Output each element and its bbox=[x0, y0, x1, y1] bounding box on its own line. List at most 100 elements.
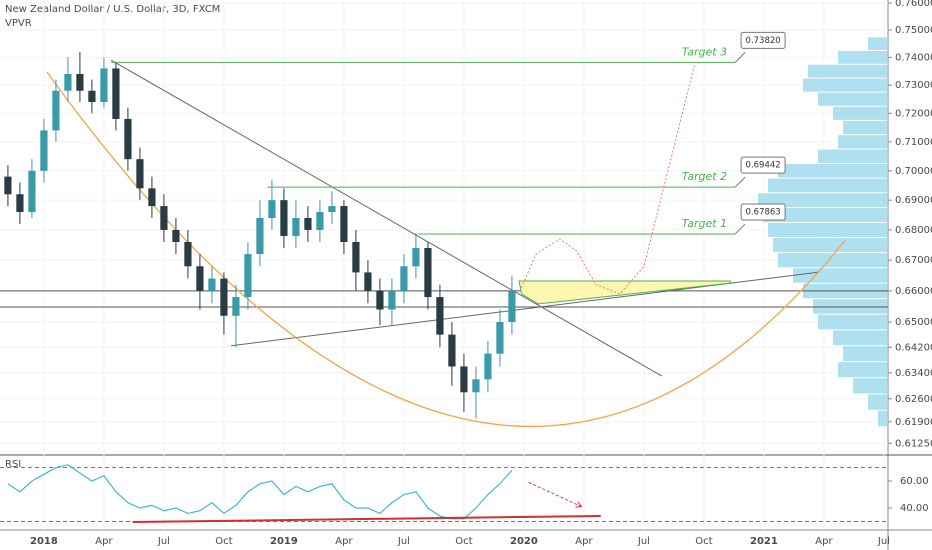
candle-body bbox=[136, 159, 144, 189]
target-label: Target 3 bbox=[682, 45, 727, 58]
candle-body bbox=[508, 290, 516, 323]
volume-profile-bar bbox=[818, 314, 888, 330]
volume-profile-bar bbox=[868, 394, 888, 410]
target-value-box bbox=[740, 203, 786, 221]
candle-body bbox=[448, 334, 456, 367]
candle-body bbox=[316, 212, 324, 230]
candle-body bbox=[436, 297, 444, 335]
target-pointer bbox=[734, 176, 746, 188]
volume-profile-bar bbox=[763, 208, 888, 222]
candle-body bbox=[424, 248, 432, 298]
candle-body bbox=[148, 188, 156, 207]
candle-body bbox=[220, 278, 228, 316]
candle-body bbox=[292, 217, 300, 236]
candle-body bbox=[388, 290, 396, 310]
rsi-y-tick-label: 60.00 bbox=[900, 476, 929, 487]
volume-profile-bar bbox=[818, 92, 888, 106]
volume-profile-bar bbox=[758, 193, 888, 208]
volume-profile-bar bbox=[803, 78, 888, 92]
candle-body bbox=[52, 90, 60, 131]
x-tick-label: 2018 bbox=[30, 536, 58, 547]
x-tick-label: 2020 bbox=[510, 536, 538, 547]
candle-body bbox=[232, 297, 240, 316]
volume-profile-bar bbox=[838, 362, 888, 378]
volume-profile-bar bbox=[833, 330, 888, 346]
rsi-trendline bbox=[132, 514, 601, 524]
volume-profile-bar bbox=[773, 237, 888, 253]
x-tick-label: Apr bbox=[335, 536, 353, 547]
candle-body bbox=[244, 254, 252, 298]
x-tick-label: Jul bbox=[397, 536, 410, 547]
x-tick-label: 2019 bbox=[270, 536, 298, 547]
x-tick-label: Jul bbox=[157, 536, 170, 547]
candle-body bbox=[124, 118, 132, 160]
target-value-box bbox=[740, 31, 786, 49]
projection-path bbox=[521, 65, 695, 295]
volume-profile-bar bbox=[793, 268, 888, 283]
target-label: Target 2 bbox=[682, 170, 727, 183]
volume-profile-bar bbox=[878, 410, 888, 427]
candle-body bbox=[340, 206, 348, 242]
target-pointer bbox=[734, 223, 746, 235]
candle-body bbox=[160, 206, 168, 230]
rsi-arrow-head bbox=[575, 501, 583, 508]
candle-body bbox=[400, 266, 408, 291]
candle-body bbox=[412, 248, 420, 267]
volume-profile-bar bbox=[838, 50, 888, 64]
candle-body bbox=[472, 379, 480, 393]
candle-body bbox=[76, 73, 84, 91]
candle-body bbox=[280, 200, 288, 236]
y-tick-label: 0.61250 bbox=[895, 438, 932, 449]
volume-profile-bar bbox=[808, 64, 888, 78]
x-tick-label: Oct bbox=[215, 536, 232, 547]
candle-body bbox=[112, 68, 120, 119]
x-tick-label: Jul bbox=[877, 536, 890, 547]
candle-body bbox=[64, 73, 72, 91]
volume-profile-bar bbox=[853, 378, 888, 394]
candle-body bbox=[364, 272, 372, 291]
candle-body bbox=[16, 194, 24, 213]
target-pointer bbox=[734, 51, 746, 63]
chart-title: New Zealand Dollar / U.S. Dollar, 3D, FX… bbox=[5, 4, 220, 15]
x-tick-label: Oct bbox=[455, 536, 472, 547]
target-label: Target 1 bbox=[682, 217, 727, 230]
candle-body bbox=[4, 176, 12, 195]
volume-profile-bar bbox=[843, 120, 888, 135]
x-tick-label: Apr bbox=[95, 536, 113, 547]
volume-profile-bar bbox=[868, 37, 888, 50]
candle-body bbox=[376, 290, 384, 310]
candle-body bbox=[184, 241, 192, 267]
volume-profile-bar bbox=[818, 149, 888, 164]
x-tick-label: Apr bbox=[575, 536, 593, 547]
candle-body bbox=[208, 278, 216, 291]
target-value: 0.69442 bbox=[746, 161, 781, 171]
candle-body bbox=[256, 217, 264, 255]
candle-body bbox=[40, 130, 48, 171]
volume-profile-bar bbox=[778, 164, 888, 178]
candle-body bbox=[304, 217, 312, 230]
volume-profile-bar bbox=[833, 106, 888, 120]
x-tick-label: 2021 bbox=[750, 536, 778, 547]
volume-profile-bar bbox=[838, 135, 888, 149]
candle-body bbox=[88, 90, 96, 102]
volume-profile-bar bbox=[813, 299, 888, 314]
target-value: 0.67863 bbox=[746, 208, 781, 218]
rsi-line bbox=[7, 464, 513, 520]
candle-body bbox=[328, 206, 336, 213]
target-zone bbox=[518, 280, 731, 305]
cup-arc bbox=[46, 71, 847, 428]
target-value: 0.73820 bbox=[746, 36, 781, 46]
candle-body bbox=[268, 200, 276, 218]
